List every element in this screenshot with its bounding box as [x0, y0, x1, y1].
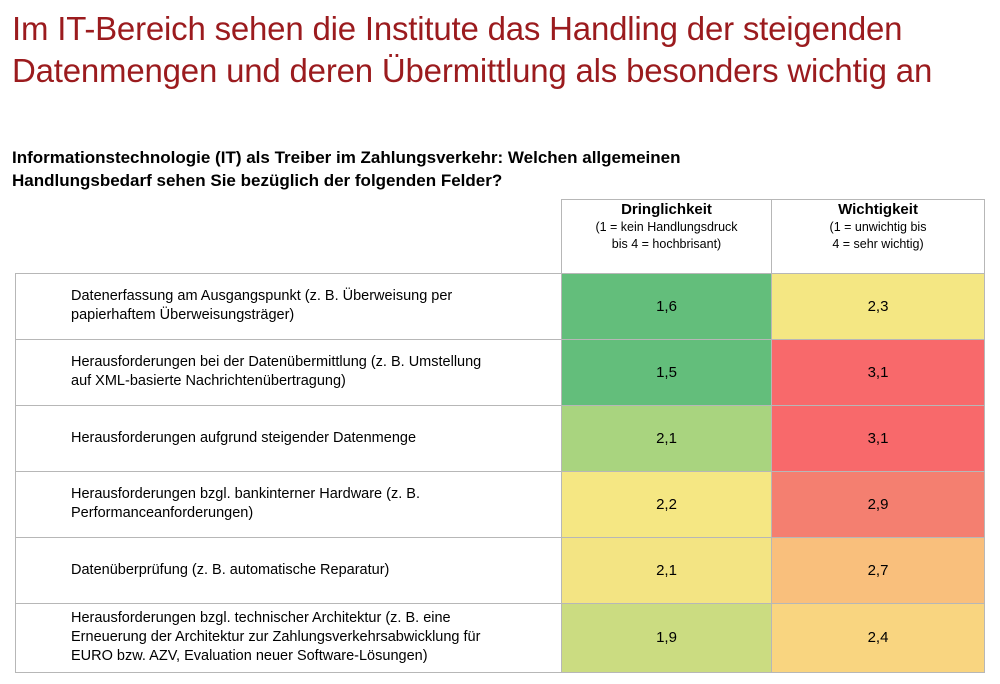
dringlichkeit-value-cell: 2,2 — [561, 470, 772, 538]
column-header-dringlichkeit: Dringlichkeit (1 = kein Handlungsdruck b… — [561, 199, 772, 274]
row-label-line: Herausforderungen bei der Datenübermittl… — [71, 354, 482, 370]
wichtigkeit-value-cell: 2,3 — [771, 272, 985, 340]
table-row: Datenüberprüfung (z. B. automatische Rep… — [15, 536, 985, 604]
row-label-line: Datenerfassung am Ausgangspunkt (z. B. Ü… — [71, 288, 453, 304]
wichtigkeit-value-cell: 2,9 — [771, 470, 985, 538]
dringlichkeit-value-cell: 2,1 — [561, 536, 772, 604]
row-label: Herausforderungen aufgrund steigender Da… — [15, 404, 562, 472]
row-label: Herausforderungen bzgl. bankinterner Har… — [15, 470, 562, 538]
wichtigkeit-value-cell: 2,4 — [771, 602, 985, 673]
row-label: Herausforderungen bzgl. technischer Arch… — [15, 602, 562, 673]
row-label-line: EURO bzw. AZV, Evaluation neuer Software… — [71, 648, 428, 664]
row-label-line: Herausforderungen aufgrund steigender Da… — [71, 429, 417, 446]
header-spacer — [16, 200, 562, 274]
column-title: Wichtigkeit — [838, 201, 918, 218]
column-scale-note: (1 = kein Handlungsdruck — [595, 220, 738, 234]
table-row: Datenerfassung am Ausgangspunkt (z. B. Ü… — [15, 272, 985, 340]
table-row: Herausforderungen aufgrund steigender Da… — [15, 404, 985, 472]
row-label-line: auf XML-basierte Nachrichtenübertragung) — [71, 373, 346, 389]
row-label-line: Performanceanforderungen) — [71, 505, 254, 521]
column-header-wichtigkeit: Wichtigkeit (1 = unwichtig bis 4 = sehr … — [771, 199, 985, 274]
dringlichkeit-value-cell: 2,1 — [561, 404, 772, 472]
dringlichkeit-value-cell: 1,6 — [561, 272, 772, 340]
question-line-1: Informationstechnologie (IT) als Treiber… — [12, 148, 681, 167]
row-label-line: papierhaftem Überweisungsträger) — [71, 307, 295, 323]
table-header-row: Dringlichkeit (1 = kein Handlungsdruck b… — [16, 199, 985, 274]
dringlichkeit-value-cell: 1,5 — [561, 338, 772, 406]
headline-line-2: Datenmengen und deren Übermittlung als b… — [12, 52, 933, 89]
wichtigkeit-value-cell: 3,1 — [771, 404, 985, 472]
table-body: Datenerfassung am Ausgangspunkt (z. B. Ü… — [15, 272, 985, 673]
row-label-line: Erneuerung der Architektur zur Zahlungsv… — [71, 629, 481, 645]
column-scale-note: (1 = unwichtig bis — [829, 220, 927, 234]
row-label-line: Herausforderungen bzgl. technischer Arch… — [71, 610, 451, 626]
row-label: Herausforderungen bei der Datenübermittl… — [15, 338, 562, 406]
row-label-line: Datenüberprüfung (z. B. automatische Rep… — [71, 561, 390, 578]
column-title: Dringlichkeit — [621, 201, 712, 218]
row-label: Datenüberprüfung (z. B. automatische Rep… — [15, 536, 562, 604]
row-label: Datenerfassung am Ausgangspunkt (z. B. Ü… — [15, 272, 562, 340]
headline: Im IT-Bereich sehen die Institute das Ha… — [12, 8, 992, 92]
dringlichkeit-value-cell: 1,9 — [561, 602, 772, 673]
wichtigkeit-value-cell: 2,7 — [771, 536, 985, 604]
table-row: Herausforderungen bzgl. bankinterner Har… — [15, 470, 985, 538]
column-scale-note: 4 = sehr wichtig) — [832, 237, 924, 251]
rating-table: Dringlichkeit (1 = kein Handlungsdruck b… — [15, 199, 985, 673]
column-scale-note: bis 4 = hochbrisant) — [611, 237, 722, 251]
table-row: Herausforderungen bei der Datenübermittl… — [15, 338, 985, 406]
question-line-2: Handlungsbedarf sehen Sie bezüglich der … — [12, 171, 503, 190]
question-text: Informationstechnologie (IT) als Treiber… — [12, 146, 912, 192]
headline-line-1: Im IT-Bereich sehen die Institute das Ha… — [12, 10, 903, 47]
wichtigkeit-value-cell: 3,1 — [771, 338, 985, 406]
row-label-line: Herausforderungen bzgl. bankinterner Har… — [71, 486, 420, 502]
table-row: Herausforderungen bzgl. technischer Arch… — [15, 602, 985, 673]
